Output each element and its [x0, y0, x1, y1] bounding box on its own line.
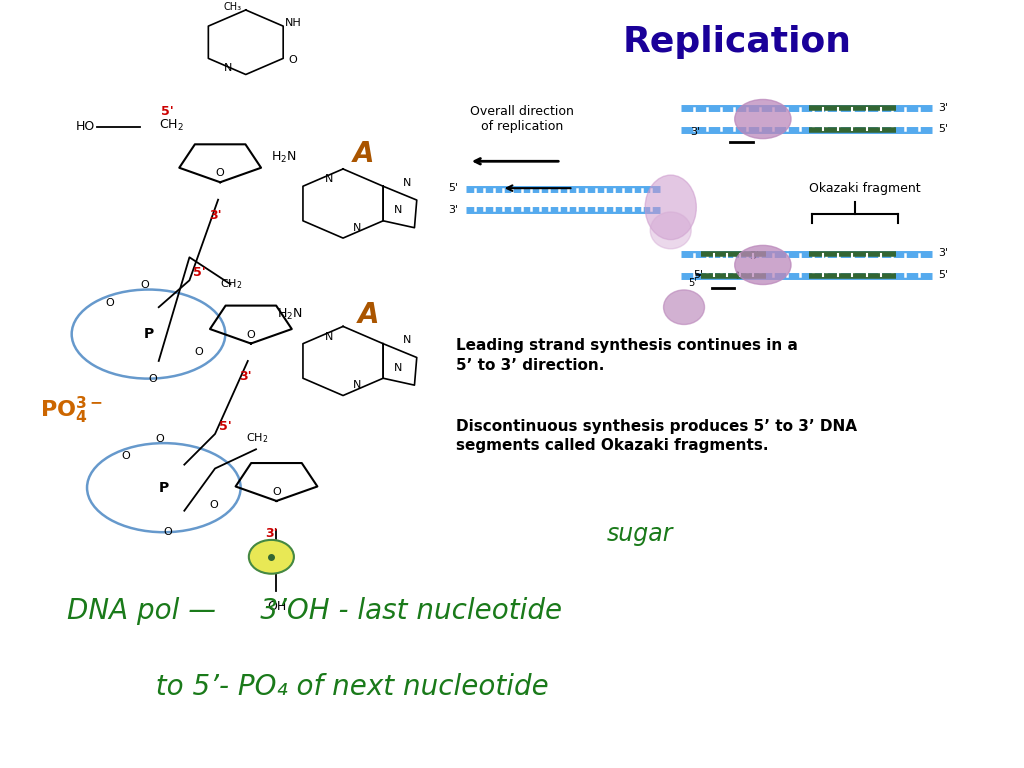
- Text: 3': 3': [938, 102, 948, 113]
- Text: N: N: [403, 177, 412, 188]
- Text: Overall direction
of replication: Overall direction of replication: [470, 105, 574, 133]
- Text: N: N: [325, 332, 334, 342]
- Ellipse shape: [735, 99, 791, 139]
- Text: Replication: Replication: [623, 25, 852, 59]
- Text: O: O: [163, 527, 172, 538]
- Text: O: O: [209, 501, 218, 511]
- Text: P: P: [143, 327, 154, 341]
- Ellipse shape: [645, 175, 696, 240]
- Text: O: O: [194, 347, 203, 357]
- Text: OH: OH: [267, 601, 286, 613]
- Text: 5': 5': [688, 277, 696, 288]
- Text: 3': 3': [240, 370, 252, 382]
- Text: H$_2$N: H$_2$N: [271, 150, 297, 165]
- Text: N: N: [403, 335, 412, 346]
- Text: CH$_2$: CH$_2$: [246, 431, 268, 445]
- Text: 5': 5': [938, 124, 948, 134]
- Text: A: A: [353, 140, 374, 167]
- Text: 3': 3': [690, 127, 700, 137]
- Text: N: N: [394, 362, 402, 373]
- Text: O: O: [121, 452, 130, 462]
- Text: $\mathbf{PO_4^{3-}}$: $\mathbf{PO_4^{3-}}$: [40, 396, 103, 426]
- Text: O: O: [147, 373, 157, 384]
- Ellipse shape: [650, 212, 691, 249]
- Text: N: N: [325, 174, 334, 184]
- Text: to 5’- PO₄ of next nucleotide: to 5’- PO₄ of next nucleotide: [67, 674, 548, 701]
- Text: A: A: [358, 301, 379, 329]
- Text: Discontinuous synthesis produces 5’ to 3’ DNA
segments called Okazaki fragments.: Discontinuous synthesis produces 5’ to 3…: [456, 419, 857, 453]
- Circle shape: [249, 540, 294, 574]
- Text: P: P: [159, 481, 169, 495]
- Text: O: O: [156, 434, 165, 444]
- Text: Leading strand synthesis continues in a
5’ to 3’ direction.: Leading strand synthesis continues in a …: [456, 338, 798, 372]
- Text: N: N: [352, 380, 361, 390]
- Text: O: O: [140, 280, 150, 290]
- Text: CH₃: CH₃: [224, 2, 242, 12]
- Text: 3': 3': [449, 205, 459, 216]
- Ellipse shape: [735, 246, 791, 285]
- Text: H$_2$N: H$_2$N: [276, 307, 302, 323]
- Text: 5': 5': [194, 266, 206, 279]
- Text: HO: HO: [76, 121, 95, 133]
- Text: 5': 5': [161, 105, 173, 118]
- Text: sugar: sugar: [607, 521, 673, 546]
- Text: N: N: [394, 205, 402, 216]
- Text: 3': 3': [209, 209, 221, 221]
- Text: 5': 5': [693, 270, 703, 280]
- Text: O: O: [247, 329, 255, 339]
- Text: 5': 5': [938, 270, 948, 280]
- Ellipse shape: [664, 290, 705, 325]
- Text: NH: NH: [285, 18, 301, 28]
- Text: CH$_2$: CH$_2$: [159, 118, 183, 133]
- Text: 5': 5': [449, 183, 459, 194]
- Text: O: O: [216, 168, 224, 178]
- Text: Okazaki fragment: Okazaki fragment: [809, 182, 922, 194]
- Text: 3': 3': [750, 250, 760, 261]
- Text: 3': 3': [938, 248, 948, 259]
- Text: CH$_2$: CH$_2$: [220, 277, 243, 291]
- Text: DNA pol —     3’OH - last nucleotide: DNA pol — 3’OH - last nucleotide: [67, 597, 562, 624]
- Text: 5': 5': [219, 420, 231, 432]
- Text: O: O: [272, 487, 281, 497]
- Text: N: N: [352, 223, 361, 233]
- Text: O: O: [289, 55, 298, 65]
- Text: O: O: [105, 298, 115, 308]
- Text: N: N: [224, 63, 232, 73]
- Text: 3': 3': [265, 528, 278, 540]
